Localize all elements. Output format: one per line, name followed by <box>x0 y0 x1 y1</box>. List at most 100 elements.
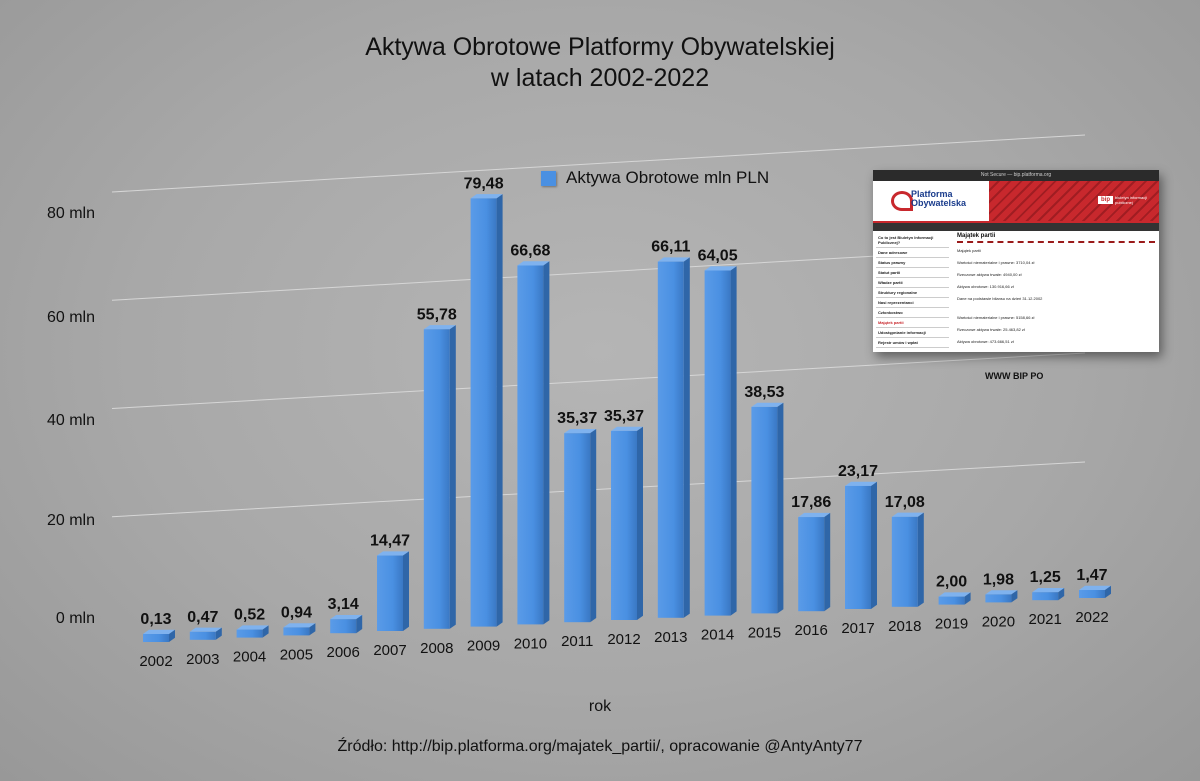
bar-side <box>262 625 269 638</box>
bar-side <box>215 627 222 640</box>
bar-front <box>423 329 450 629</box>
legend: Aktywa Obrotowe mln PLN <box>541 168 769 188</box>
value-label: 17,86 <box>791 494 831 511</box>
bar-top <box>985 590 1018 595</box>
value-label: 79,48 <box>464 175 504 192</box>
bip-content-line: Dane na podstawie bilansu na dzień 31.12… <box>957 351 1155 352</box>
bip-sidebar-item: Władze partii <box>876 278 949 288</box>
bar-side <box>1011 590 1018 603</box>
x-tick-label: 2009 <box>467 638 500 655</box>
bar-front <box>330 619 357 634</box>
value-label: 17,08 <box>885 494 925 511</box>
bip-content-line: Rzeczowe aktywa trwałe: 25.463,82 zł <box>957 327 1025 332</box>
bar-front <box>798 517 825 612</box>
value-label: 38,53 <box>744 384 784 401</box>
bar-front <box>611 430 637 620</box>
inset-caption: WWW BIP PO <box>985 371 1044 381</box>
x-tick-label: 2013 <box>654 629 687 646</box>
bip-sidebar-item: Członkostwo <box>876 308 949 318</box>
bar-2018 <box>891 512 924 607</box>
bar-top <box>938 592 971 597</box>
x-tick-label: 2020 <box>982 613 1015 630</box>
bar-front <box>517 265 544 625</box>
bip-sidebar-item: Nasi reprezentanci <box>876 298 949 308</box>
bip-sidebar-item: Udostępnianie informacji <box>876 328 949 338</box>
bip-heading: Majątek partii <box>957 233 1155 243</box>
bip-content-line: Aktywa obrotowe: 473.666,51 zł <box>957 339 1014 344</box>
bip-sidebar-item: Rejestr umów i wpłat <box>876 338 949 348</box>
value-label: 23,17 <box>838 463 878 480</box>
x-axis-label: rok <box>588 698 612 715</box>
bar-2022 <box>1079 585 1111 598</box>
y-tick-label: 0 mln <box>56 610 95 627</box>
bar-2009 <box>470 194 503 627</box>
bip-content-line: Wartości niematerialne i prawne: 5158,66… <box>957 315 1035 320</box>
chart-title-line1: Aktywa Obrotowe Platformy Obywatelskiej <box>365 33 835 61</box>
x-tick-label: 2011 <box>561 633 593 650</box>
bar-top <box>657 257 690 262</box>
x-tick-label: 2015 <box>748 624 781 641</box>
bip-content-line: Aktywa obrotowe: 130.916,66 zł <box>957 284 1014 289</box>
bar-2008 <box>423 325 456 629</box>
bar-front <box>283 627 310 636</box>
browser-url-bar: Not Secure — bip.platforma.org <box>873 170 1159 181</box>
bar-2005 <box>283 623 316 636</box>
bar-top <box>517 261 550 266</box>
bip-sidebar-item: Status prawny <box>876 258 949 268</box>
bar-side <box>496 194 503 627</box>
bar-side <box>543 261 550 625</box>
bar-side <box>964 592 971 605</box>
party-logo-text: Platforma Obywatelska <box>911 190 966 208</box>
bip-banner: Platforma Obywatelska bip biuletyn infor… <box>873 181 1159 223</box>
bar-top <box>330 614 363 620</box>
bip-sidebar-item: Majątek partii <box>876 318 949 328</box>
value-label: 55,78 <box>417 306 457 323</box>
value-label: 1,47 <box>1076 567 1107 584</box>
bar-front <box>377 555 403 631</box>
bar-top <box>143 629 175 634</box>
x-tick-label: 2010 <box>514 635 547 652</box>
value-label: 66,68 <box>510 242 550 259</box>
bar-top <box>1032 588 1065 593</box>
x-tick-label: 2017 <box>841 620 874 637</box>
bip-content-line: Wartości niematerialne i prawne: 3710,04… <box>957 260 1035 265</box>
bip-sidebar-item: Struktury regionalne <box>876 288 949 298</box>
bar-top <box>845 481 877 486</box>
x-tick-label: 2007 <box>373 642 406 659</box>
bar-top <box>798 512 831 518</box>
x-tick-label: 2005 <box>280 646 313 663</box>
bar-front <box>189 631 216 640</box>
bar-2020 <box>985 590 1018 603</box>
bar-2007 <box>377 551 409 631</box>
bar-2012 <box>611 426 643 620</box>
bar-top <box>283 623 316 628</box>
value-label: 0,13 <box>140 611 171 628</box>
value-label: 66,11 <box>651 239 690 256</box>
legend-label: Aktywa Obrotowe mln PLN <box>566 168 770 187</box>
bar-side <box>1105 585 1111 598</box>
banner-red-graphic <box>989 181 1159 221</box>
bar-side <box>1058 588 1065 601</box>
bar-front <box>1032 592 1059 601</box>
bar-front <box>704 270 731 616</box>
x-tick-label: 2006 <box>327 644 360 661</box>
bar-2013 <box>657 257 690 618</box>
bip-sidebar-item: Statut partii <box>876 268 949 278</box>
bar-side <box>730 266 737 616</box>
bar-top <box>751 402 784 407</box>
bip-screenshot-inset: Not Secure — bip.platforma.org Platforma… <box>873 170 1159 352</box>
bar-front <box>564 433 591 623</box>
bar-2006 <box>330 614 363 634</box>
gridline <box>111 134 1086 193</box>
bar-2015 <box>751 402 784 614</box>
bar-top <box>423 325 456 330</box>
value-label: 1,98 <box>983 571 1014 588</box>
bar-top <box>564 428 597 434</box>
bip-sidebar-item: Co to jest Biuletyn Informacji Publiczne… <box>876 233 949 248</box>
bar-top <box>236 625 269 630</box>
bar-2004 <box>236 625 269 638</box>
bip-content: Majątek partii Majątek partii Wartości ni… <box>957 233 1155 352</box>
bar-top <box>891 512 924 517</box>
bar-front <box>751 406 778 614</box>
